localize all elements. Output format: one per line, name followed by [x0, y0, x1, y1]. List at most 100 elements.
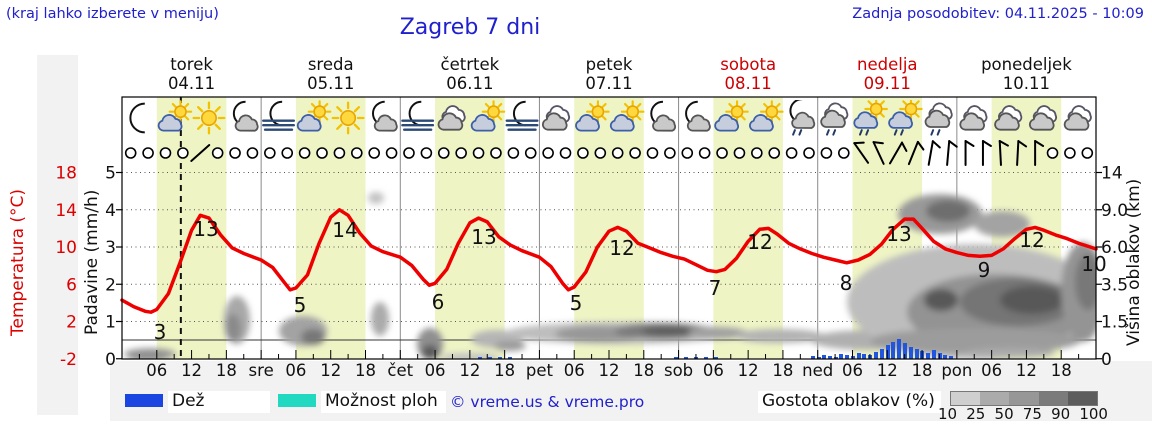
cloud-density-legend-label: Gostota oblakov (%) — [758, 391, 941, 413]
svg-text:18: 18 — [912, 361, 933, 380]
weather-icon-sun — [192, 101, 226, 135]
left-margin-strip — [37, 55, 78, 415]
day-name: četrtek — [440, 55, 500, 74]
rain-legend-label: Dež — [168, 391, 270, 413]
svg-text:18: 18 — [55, 164, 77, 184]
temperature-value-labels: 3 13 5 14 6 13 5 12 7 12 8 13 9 12 10 — [154, 217, 1107, 344]
svg-text:18: 18 — [633, 361, 654, 380]
svg-text:8: 8 — [840, 271, 853, 295]
svg-text:6: 6 — [66, 275, 77, 295]
showers-legend-swatch — [278, 394, 316, 407]
day-name: nedelja — [857, 55, 918, 74]
svg-text:14: 14 — [1101, 164, 1123, 184]
svg-text:18: 18 — [1051, 361, 1072, 380]
svg-text:14: 14 — [55, 201, 77, 221]
svg-text:1.5: 1.5 — [1101, 313, 1128, 333]
svg-text:06: 06 — [285, 361, 306, 380]
svg-text:pet: pet — [526, 361, 554, 380]
weather-icon-moonfog — [262, 100, 296, 131]
svg-text:12: 12 — [181, 361, 202, 380]
weather-icon-mooncloud — [371, 100, 398, 132]
svg-text:12: 12 — [1016, 361, 1037, 380]
svg-text:18: 18 — [772, 361, 793, 380]
svg-text:06: 06 — [703, 361, 724, 380]
svg-text:13: 13 — [471, 225, 496, 249]
svg-text:12: 12 — [877, 361, 898, 380]
colorbar-tick-label: 100 — [1079, 405, 1108, 423]
day-name: petek — [585, 55, 633, 74]
svg-text:3: 3 — [105, 238, 116, 258]
colorbar-segment — [951, 392, 981, 405]
daylight-bands — [156, 97, 1062, 359]
day-name: sobota — [720, 55, 777, 74]
svg-text:pon: pon — [941, 361, 972, 380]
svg-text:0: 0 — [105, 350, 116, 370]
svg-text:10: 10 — [1081, 252, 1106, 276]
svg-text:sob: sob — [664, 361, 693, 380]
svg-text:2: 2 — [66, 313, 77, 333]
svg-text:6.0: 6.0 — [1101, 238, 1128, 258]
weather-icon-mooncloud — [685, 100, 711, 132]
weather-icon-mooncloudrain — [790, 99, 814, 135]
cloud-density-colorbar — [950, 391, 1098, 406]
weather-icon-moonfog — [401, 100, 435, 131]
rain-legend-swatch — [125, 394, 163, 407]
svg-text:18: 18 — [355, 361, 376, 380]
svg-text:5: 5 — [105, 164, 116, 184]
day-name: torek — [170, 55, 213, 74]
weather-icon-cloudrain — [821, 103, 847, 134]
svg-text:06: 06 — [425, 361, 446, 380]
svg-text:12: 12 — [599, 361, 620, 380]
page-title: Zagreb 7 dni — [399, 15, 541, 40]
svg-text:18: 18 — [494, 361, 515, 380]
day-date: 10.11 — [1002, 74, 1051, 93]
svg-text:6: 6 — [432, 290, 445, 314]
svg-text:4: 4 — [105, 201, 116, 221]
copyright-link[interactable]: © vreme.us & vreme.pro — [450, 393, 645, 411]
wind-symbols-row — [124, 140, 1094, 166]
weather-icon-moon — [129, 102, 146, 134]
colorbar-segment — [1067, 392, 1098, 405]
weather-icon-cloudrain — [925, 103, 951, 134]
weather-icon-moonfog — [505, 100, 539, 131]
svg-text:3: 3 — [154, 320, 167, 344]
day-date: 06.11 — [446, 74, 494, 93]
weather-icon-cloud — [959, 105, 988, 131]
weather-icon-cloud — [1063, 105, 1092, 131]
weather-icon-mooncloud — [232, 100, 259, 132]
svg-text:5: 5 — [570, 291, 583, 315]
temperature-curve — [120, 208, 1098, 314]
svg-text:-2: -2 — [60, 350, 77, 370]
day-name: ponedeljek — [981, 55, 1072, 74]
svg-text:0: 0 — [1101, 350, 1112, 370]
svg-text:9: 9 — [978, 258, 991, 282]
last-updated-text: Zadnja posodobitev: 04.11.2025 - 10:09 — [852, 6, 1144, 22]
svg-text:12: 12 — [320, 361, 341, 380]
svg-text:12: 12 — [459, 361, 480, 380]
svg-text:10: 10 — [55, 238, 77, 258]
svg-text:9.0: 9.0 — [1101, 201, 1128, 221]
day-date: 04.11 — [167, 74, 216, 93]
svg-text:ned: ned — [802, 361, 833, 380]
day-date: 05.11 — [307, 74, 355, 93]
colorbar-segment — [1038, 392, 1068, 405]
svg-text:3.5: 3.5 — [1101, 275, 1128, 295]
svg-text:čet: čet — [387, 361, 413, 380]
plot-frame-and-ticks — [116, 96, 1102, 360]
colorbar-segment — [1009, 392, 1039, 405]
colorbar-tick-label: 25 — [966, 405, 986, 423]
svg-text:06: 06 — [981, 361, 1002, 380]
weather-icon-mooncloud — [650, 100, 677, 132]
day-date: 08.11 — [724, 74, 772, 93]
day-date: 09.11 — [863, 74, 911, 93]
svg-text:06: 06 — [564, 361, 585, 380]
menu-hint-text: (kraj lahko izberete v meniju) — [6, 6, 219, 22]
colorbar-tick-label: 50 — [994, 405, 1014, 423]
svg-text:18: 18 — [216, 361, 237, 380]
showers-legend-label: Možnost ploh — [321, 391, 446, 413]
day-name: sreda — [307, 55, 354, 74]
svg-text:7: 7 — [709, 276, 722, 300]
cloud-density-colorbar-ticks: 10 25 50 75 90 100 — [938, 405, 1108, 423]
